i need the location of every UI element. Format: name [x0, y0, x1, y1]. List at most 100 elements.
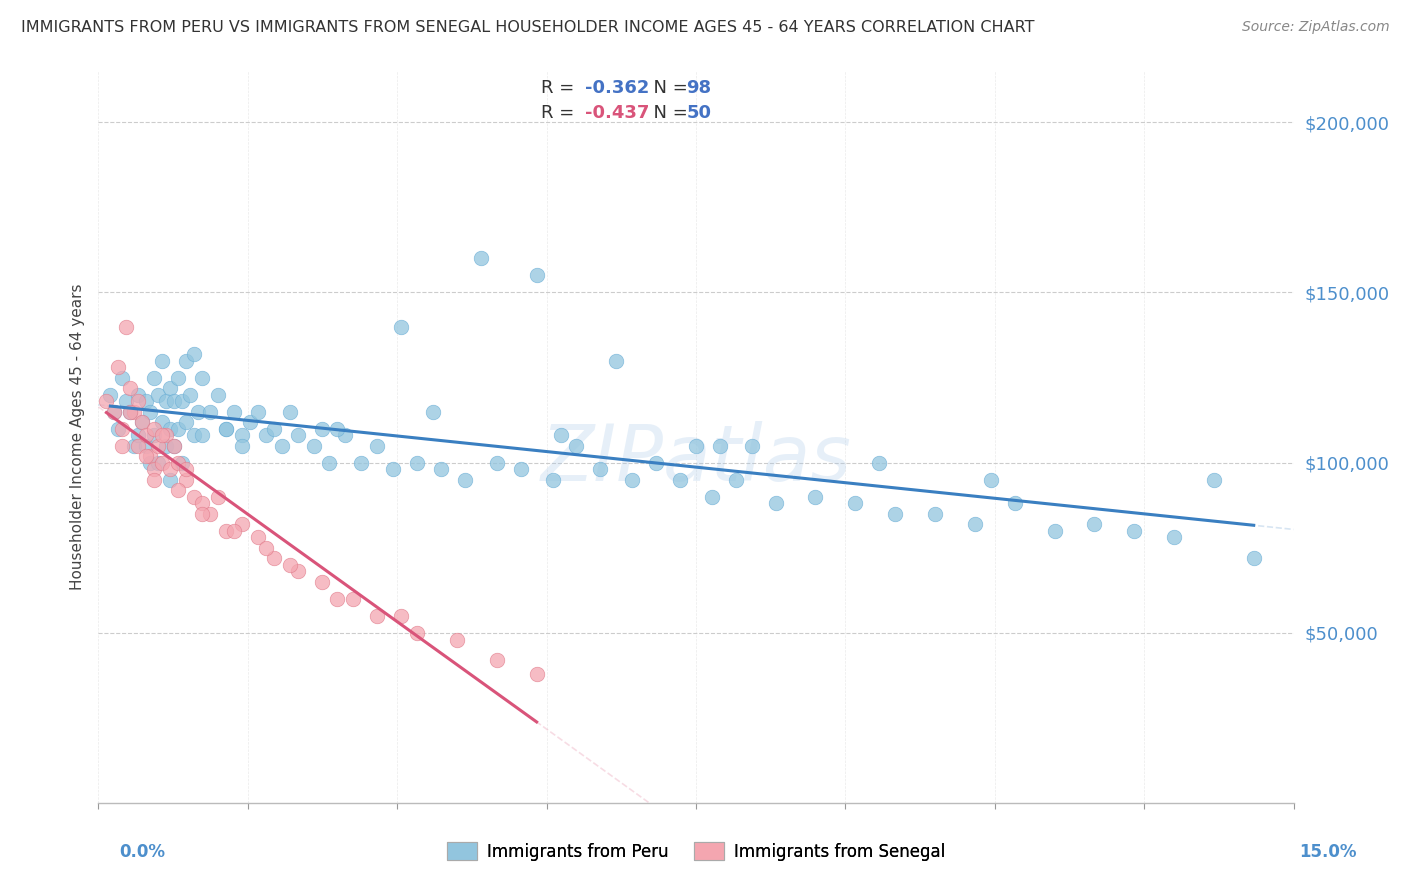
Point: [924, 507, 946, 521]
Point: [159, 381, 181, 395]
Point: [389, 608, 412, 623]
Point: [131, 415, 153, 429]
Text: 98: 98: [686, 78, 711, 96]
Point: [155, 394, 177, 409]
Point: [174, 415, 197, 429]
Text: -0.362: -0.362: [585, 78, 650, 96]
Point: [207, 490, 229, 504]
Point: [1004, 496, 1026, 510]
Point: [287, 565, 309, 579]
Text: Source: ZipAtlas.com: Source: ZipAtlas.com: [1241, 20, 1389, 34]
Text: ZIPatlas: ZIPatlas: [540, 421, 852, 497]
Point: [669, 473, 692, 487]
Point: [246, 404, 269, 418]
Point: [446, 632, 468, 647]
Point: [167, 483, 190, 497]
Point: [645, 456, 668, 470]
Text: N =: N =: [643, 78, 693, 96]
Point: [124, 439, 146, 453]
Point: [135, 428, 157, 442]
Point: [263, 550, 285, 565]
Point: [700, 490, 723, 504]
Point: [350, 456, 373, 470]
Point: [111, 370, 134, 384]
Point: [155, 428, 177, 442]
Point: [724, 473, 747, 487]
Point: [139, 456, 162, 470]
Point: [430, 462, 453, 476]
Point: [183, 428, 205, 442]
Text: N =: N =: [643, 104, 693, 122]
Point: [127, 394, 149, 409]
Point: [174, 473, 197, 487]
Point: [150, 415, 173, 429]
Point: [115, 319, 138, 334]
Point: [509, 462, 531, 476]
Point: [198, 507, 221, 521]
Point: [709, 439, 731, 453]
Point: [470, 252, 492, 266]
Point: [526, 666, 548, 681]
Point: [541, 473, 564, 487]
Point: [150, 353, 173, 368]
Point: [191, 496, 214, 510]
Point: [148, 456, 170, 470]
Point: [215, 421, 238, 435]
Point: [167, 370, 190, 384]
Point: [278, 404, 301, 418]
Point: [143, 421, 166, 435]
Point: [318, 456, 340, 470]
Point: [246, 531, 269, 545]
Point: [207, 387, 229, 401]
Text: -0.437: -0.437: [585, 104, 650, 122]
Point: [980, 473, 1002, 487]
Point: [191, 428, 214, 442]
Point: [143, 473, 166, 487]
Point: [589, 462, 612, 476]
Point: [120, 404, 142, 418]
Point: [107, 360, 129, 375]
Point: [143, 462, 166, 476]
Point: [150, 428, 173, 442]
Point: [254, 428, 277, 442]
Point: [183, 490, 205, 504]
Point: [222, 524, 245, 538]
Point: [163, 394, 186, 409]
Text: R =: R =: [541, 78, 579, 96]
Point: [172, 456, 194, 470]
Text: R =: R =: [541, 104, 579, 122]
Point: [120, 404, 142, 418]
Point: [239, 415, 262, 429]
Point: [382, 462, 405, 476]
Point: [765, 496, 787, 510]
Point: [366, 439, 388, 453]
Point: [150, 456, 173, 470]
Legend: Immigrants from Peru, Immigrants from Senegal: Immigrants from Peru, Immigrants from Se…: [440, 836, 952, 868]
Point: [302, 439, 325, 453]
Point: [231, 516, 253, 531]
Point: [143, 428, 166, 442]
Point: [135, 394, 157, 409]
Point: [963, 516, 986, 531]
Point: [103, 404, 125, 418]
Point: [135, 449, 157, 463]
Point: [135, 439, 157, 453]
Point: [287, 428, 309, 442]
Point: [163, 439, 186, 453]
Point: [187, 404, 209, 418]
Point: [685, 439, 707, 453]
Point: [96, 394, 118, 409]
Point: [174, 462, 197, 476]
Point: [422, 404, 444, 418]
Point: [231, 439, 253, 453]
Point: [127, 387, 149, 401]
Point: [366, 608, 388, 623]
Point: [174, 353, 197, 368]
Point: [127, 428, 149, 442]
Point: [139, 404, 162, 418]
Point: [389, 319, 412, 334]
Point: [215, 524, 238, 538]
Point: [342, 591, 364, 606]
Point: [311, 574, 333, 589]
Point: [485, 653, 508, 667]
